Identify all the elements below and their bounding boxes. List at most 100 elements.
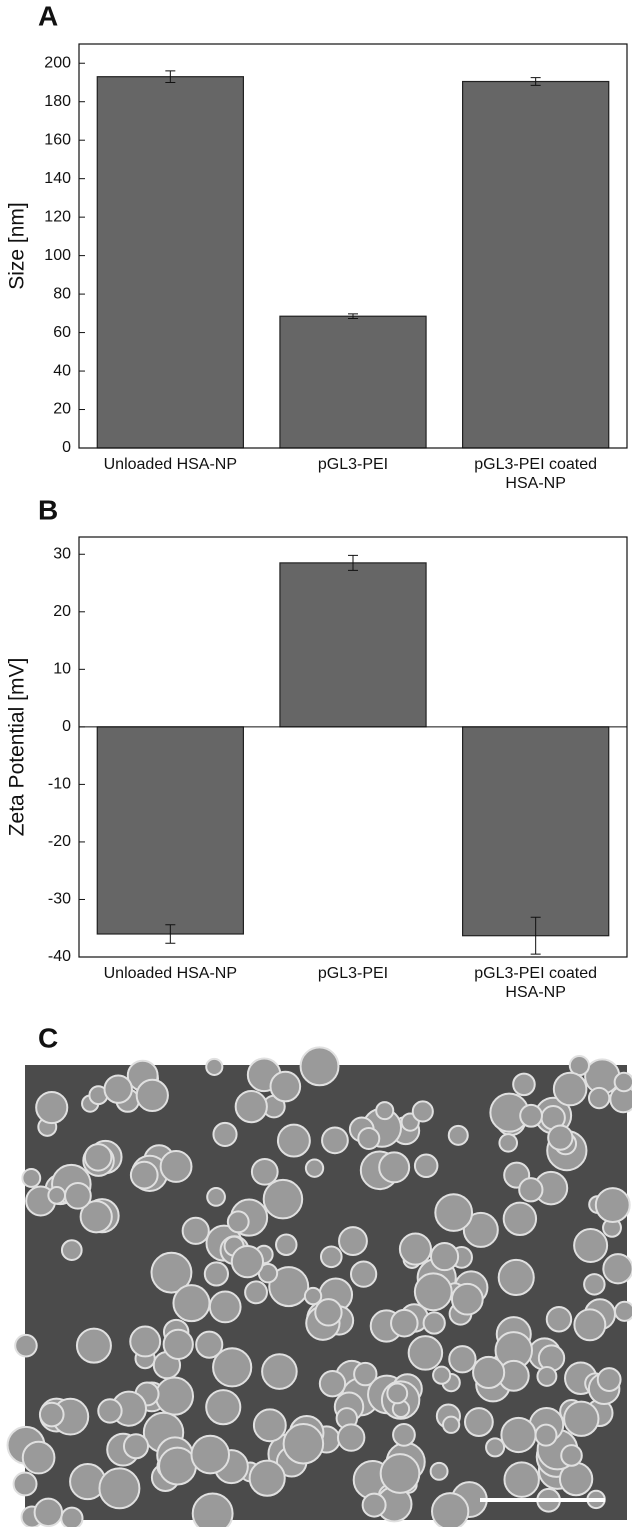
particle bbox=[135, 1078, 169, 1113]
particle bbox=[552, 1071, 588, 1107]
particle bbox=[212, 1121, 238, 1147]
particle bbox=[413, 1272, 453, 1312]
particle bbox=[299, 1046, 340, 1087]
particle bbox=[613, 1300, 632, 1322]
particle bbox=[462, 1211, 499, 1248]
particle bbox=[602, 1253, 632, 1285]
error-bar bbox=[165, 70, 176, 83]
particle bbox=[275, 1233, 298, 1257]
particle bbox=[319, 1245, 343, 1269]
panel-label: A bbox=[38, 0, 58, 31]
y-tick-label: -10 bbox=[48, 776, 71, 793]
error-bar bbox=[530, 916, 541, 955]
particle bbox=[83, 1143, 113, 1172]
x-tick-label-box: Unloaded HSA-NP bbox=[103, 456, 238, 473]
particle bbox=[98, 1467, 141, 1510]
particle bbox=[353, 1361, 378, 1387]
particle bbox=[321, 1126, 349, 1155]
particle bbox=[252, 1408, 287, 1443]
particle bbox=[349, 1260, 378, 1288]
particle bbox=[129, 1160, 159, 1190]
particle bbox=[398, 1232, 432, 1266]
particle bbox=[413, 1153, 439, 1179]
particle bbox=[596, 1367, 622, 1392]
particle bbox=[226, 1210, 250, 1234]
particle bbox=[536, 1365, 558, 1387]
y-tick-label: 0 bbox=[62, 439, 71, 456]
particle bbox=[191, 1492, 234, 1527]
y-tick-label: 200 bbox=[44, 54, 71, 71]
particle bbox=[534, 1423, 558, 1447]
particle bbox=[60, 1239, 83, 1261]
particle bbox=[47, 1186, 67, 1205]
particle bbox=[594, 1187, 631, 1223]
particle bbox=[314, 1298, 343, 1327]
particle bbox=[485, 1437, 506, 1458]
particle bbox=[268, 1266, 310, 1308]
particle bbox=[162, 1328, 194, 1360]
particle bbox=[545, 1306, 573, 1333]
particle bbox=[411, 1100, 434, 1123]
x-tick-label: Unloaded HSA-NP bbox=[103, 965, 238, 982]
y-axis-title: Zeta Potential [mV] bbox=[6, 658, 29, 837]
x-tick-label-box: pGL3-PEI coated HSA-NP bbox=[474, 456, 598, 492]
y-tick-label: 20 bbox=[53, 401, 71, 418]
particle bbox=[547, 1124, 574, 1151]
particle bbox=[503, 1461, 540, 1498]
particle bbox=[447, 1124, 469, 1146]
particle bbox=[431, 1492, 470, 1527]
particle bbox=[60, 1506, 84, 1527]
y-tick-label: 60 bbox=[53, 324, 71, 341]
particle bbox=[190, 1434, 231, 1475]
particle bbox=[573, 1308, 607, 1342]
particle bbox=[336, 1423, 366, 1452]
particle bbox=[205, 1389, 242, 1426]
y-tick-label: 10 bbox=[53, 661, 71, 678]
particle bbox=[282, 1422, 325, 1465]
particle bbox=[35, 1090, 69, 1125]
particle bbox=[338, 1226, 368, 1256]
panel-label: B bbox=[38, 494, 58, 525]
particle bbox=[357, 1126, 381, 1150]
particle bbox=[463, 1407, 494, 1437]
x-tick-label: Unloaded HSA-NP bbox=[103, 456, 238, 473]
particle bbox=[12, 1471, 38, 1497]
y-tick-label: 160 bbox=[44, 131, 71, 148]
y-tick-label: 20 bbox=[53, 603, 71, 620]
particle bbox=[502, 1201, 538, 1236]
x-tick-label: pGL3-PEI coated HSA-NP bbox=[474, 456, 598, 492]
x-tick-label-box: pGL3-PEI bbox=[318, 456, 388, 473]
particle bbox=[103, 1074, 133, 1104]
particle bbox=[21, 1440, 56, 1475]
panel-label: C bbox=[38, 1022, 58, 1053]
y-tick-label: 140 bbox=[44, 170, 71, 187]
particle bbox=[448, 1345, 477, 1374]
particle bbox=[303, 1286, 323, 1306]
particle bbox=[154, 1376, 195, 1416]
y-tick-label: -30 bbox=[48, 891, 71, 908]
particle bbox=[434, 1193, 474, 1232]
particle bbox=[432, 1365, 452, 1385]
particle bbox=[378, 1151, 411, 1184]
x-tick-label-box: pGL3-PEI bbox=[318, 965, 388, 982]
error-bar bbox=[530, 77, 541, 86]
y-tick-label: -20 bbox=[48, 833, 71, 850]
plot-frame bbox=[78, 43, 628, 449]
particle bbox=[500, 1416, 537, 1454]
bar bbox=[279, 562, 427, 728]
particle bbox=[230, 1244, 265, 1279]
error-bar bbox=[165, 924, 176, 944]
particle bbox=[519, 1103, 543, 1128]
sem-image bbox=[6, 1046, 632, 1527]
particle bbox=[75, 1327, 112, 1364]
particle bbox=[33, 1497, 64, 1527]
particle bbox=[262, 1178, 304, 1220]
particle bbox=[158, 1446, 197, 1486]
particle bbox=[181, 1216, 210, 1245]
particle bbox=[38, 1401, 65, 1428]
particle bbox=[172, 1284, 211, 1323]
particle bbox=[392, 1422, 416, 1447]
particle bbox=[587, 1086, 611, 1110]
y-tick-label: 0 bbox=[62, 718, 71, 735]
y-tick-label: 100 bbox=[44, 247, 71, 264]
